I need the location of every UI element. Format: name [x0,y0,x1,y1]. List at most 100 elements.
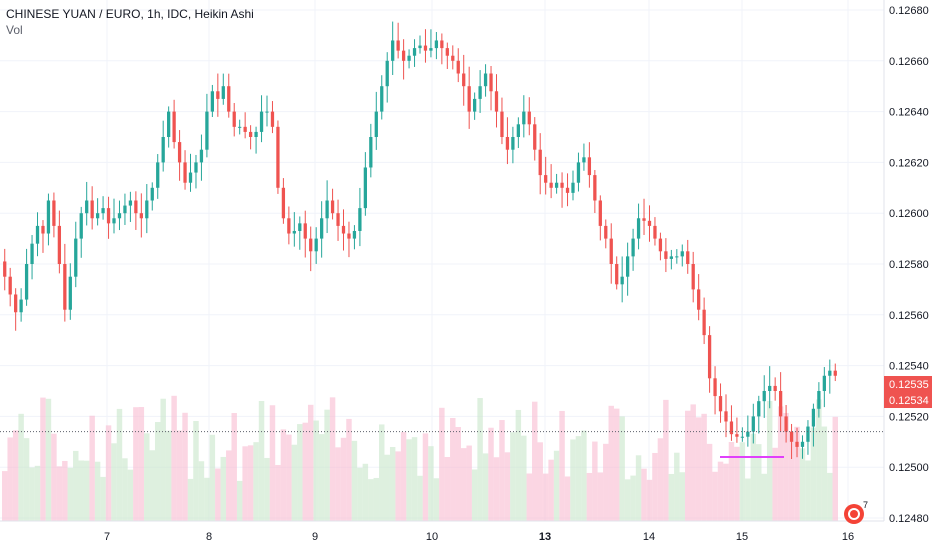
volume-bar [302,422,308,521]
volume-bar [624,479,631,521]
candle-body [429,48,433,51]
candle-body [784,416,788,432]
candle-body [341,225,346,234]
volume-bar [515,409,522,521]
candle-body [647,220,652,226]
candle-body [467,86,471,112]
volume-bar [799,448,806,521]
time-axis[interactable]: 7 8 9 10 13 14 15 16 [104,531,854,543]
candle-body [511,137,515,150]
volume-bar [553,450,560,521]
volume-bar [466,445,472,521]
candle-body [702,309,706,336]
price-axis[interactable]: 0.12680 0.12660 0.12640 0.12620 0.12600 0.125… [889,5,929,525]
volume-bar [575,436,582,521]
volume-bar [111,443,117,521]
volume-bar [236,480,243,521]
candle-body [418,45,422,49]
volume-bar [608,405,614,521]
volume-bar [750,433,757,521]
price-label-text: 0.12535 [889,379,929,391]
symbol-title[interactable]: CHINESE YUAN / EURO, 1h, IDC, Heikin Ash… [6,7,254,21]
candle-body [762,391,766,402]
volume-bar [761,473,767,521]
volume-bar [51,433,57,521]
candle-body [281,187,286,219]
candle-body [516,124,520,137]
volume-bar [400,432,407,521]
volume-bar [450,418,456,521]
volume-bar [116,408,123,521]
x-tick-label: 7 [104,531,110,543]
candle-body [24,264,29,300]
volume-bar [362,463,369,521]
volume-bar [406,439,412,521]
volume-bar [313,420,319,521]
x-tick-label: 9 [312,531,318,543]
candle-body [642,218,646,221]
candle-body [128,200,133,206]
candle-body [374,111,378,137]
volume-bar [444,457,451,521]
candle-body [434,40,439,49]
volume-bar [471,469,478,521]
volume-bar [23,438,30,521]
candle-body [150,187,154,201]
candle-body [746,431,750,437]
volume-bar [701,413,707,521]
volume-bar [586,472,593,521]
volume-bar [723,463,729,521]
candle-body [259,111,264,132]
volume-bar [460,448,467,521]
y-tick-label: 0.12680 [889,5,929,17]
volume-bar [690,404,696,521]
candle-body [423,45,428,51]
volume-bar [215,468,221,521]
volume-bar [193,420,199,521]
candle-body [631,238,635,257]
y-tick-label: 0.12560 [889,310,929,322]
volume-indicator-label[interactable]: Vol [6,23,23,37]
candlesticks [3,21,837,460]
volume-bar [597,472,604,521]
candle-body [347,233,351,239]
candle-body [768,385,772,391]
volume-bar [548,459,554,521]
candle-body [522,111,526,125]
volume-bar [94,461,101,521]
candle-body [407,55,411,61]
volume-bar [264,457,270,521]
candle-body [161,137,165,163]
volume-bar [335,447,341,521]
candle-body [473,98,477,112]
candle-body [697,289,701,310]
candle-body [85,200,89,214]
volume-bar [657,438,664,521]
volume-bar [351,440,358,521]
volume-bar [766,400,773,521]
candle-body [445,48,449,56]
candle-body [800,441,805,447]
volume-bar [603,443,609,521]
volume-bar [422,433,429,521]
volume-bar [706,443,713,521]
candle-body [320,218,324,239]
volume-bar [428,446,434,521]
volume-bar [373,477,380,521]
candle-body [664,251,668,259]
candle-body [593,175,597,201]
candle-body [380,86,384,112]
y-tick-label: 0.12620 [889,157,929,169]
volume-bar [652,452,658,521]
candle-body [167,111,171,137]
volume-bar [379,424,385,521]
candle-body [527,111,531,125]
candle-body [270,111,275,127]
candle-body [145,200,149,219]
volume-bar [805,460,811,521]
volume-bar [663,399,669,521]
volume-bar [559,410,565,521]
candle-body [729,421,734,435]
candle-body [199,149,204,163]
